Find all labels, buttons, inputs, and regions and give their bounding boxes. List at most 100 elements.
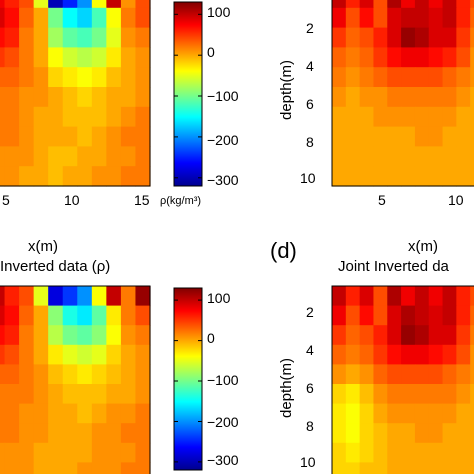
- heatmap-cell: [414, 286, 430, 307]
- heatmap-cell: [428, 146, 444, 167]
- heatmap-cell: [19, 364, 35, 385]
- heatmap-cell: [332, 47, 347, 68]
- y-tick-2-bottom-right: 2: [306, 304, 314, 320]
- heatmap-cell: [359, 384, 375, 405]
- heatmap-cell: [135, 126, 151, 147]
- heatmap-cell: [62, 286, 78, 307]
- heatmap-cell: [359, 47, 375, 68]
- heatmap-cell: [345, 7, 361, 29]
- heatmap-cell: [332, 325, 347, 346]
- colorbar-gradient: [173, 287, 203, 471]
- heatmap-cell: [4, 47, 20, 68]
- heatmap-cell: [345, 344, 361, 365]
- heatmap-cell: [0, 325, 6, 346]
- heatmap-cell: [62, 146, 78, 167]
- heatmap-cell: [373, 325, 388, 346]
- y-tick-4-top-right: 4: [306, 58, 314, 74]
- heatmap-cell: [401, 27, 416, 48]
- heatmap-cell: [345, 126, 361, 147]
- heatmap-cell: [106, 305, 122, 326]
- heatmap-cell: [442, 462, 457, 474]
- heatmap-cell: [91, 27, 107, 48]
- heatmap-cell: [401, 166, 416, 187]
- heatmap-cell: [470, 7, 474, 29]
- heatmap-cell: [0, 423, 6, 444]
- cb1-tick-100: 100: [207, 290, 231, 306]
- heatmap-top-right: [331, 0, 474, 187]
- heatmap-cell: [106, 67, 122, 88]
- heatmap-top-left: [0, 0, 151, 187]
- heatmap-cell: [135, 166, 151, 187]
- heatmap-cell: [77, 384, 93, 405]
- heatmap-cell: [120, 27, 137, 48]
- heatmap-cell: [442, 384, 457, 405]
- heatmap-cell: [120, 384, 137, 405]
- heatmap-cell: [470, 27, 474, 48]
- heatmap-cell: [19, 325, 35, 346]
- heatmap-cell: [120, 47, 137, 68]
- heatmap-cell: [106, 146, 122, 167]
- heatmap-cell: [414, 166, 430, 187]
- heatmap-cell: [62, 442, 78, 463]
- heatmap-cell: [359, 462, 375, 474]
- y-tick-2-top-right: 2: [306, 20, 314, 36]
- colorbar-top: [173, 1, 203, 187]
- heatmap-cell: [428, 442, 444, 463]
- heatmap-cell: [428, 0, 444, 9]
- heatmap-cell: [135, 344, 151, 365]
- heatmap-cell: [120, 325, 137, 346]
- heatmap-cell: [135, 7, 151, 29]
- heatmap-cell: [91, 166, 107, 187]
- heatmap-cell: [414, 364, 430, 385]
- heatmap-cell: [48, 87, 64, 108]
- heatmap-cell: [48, 7, 64, 29]
- heatmap-cell: [62, 325, 78, 346]
- heatmap-cell: [401, 344, 416, 365]
- heatmap-cell: [332, 403, 347, 424]
- heatmap-cell: [91, 7, 107, 29]
- heatmap-cell: [332, 442, 347, 463]
- heatmap-cell: [387, 87, 402, 108]
- heatmap-cell: [387, 403, 402, 424]
- heatmap-cell: [359, 87, 375, 108]
- heatmap-cell: [4, 442, 20, 463]
- heatmap-cell: [332, 286, 347, 307]
- heatmap-cell: [4, 7, 20, 29]
- heatmap-cell: [414, 7, 430, 29]
- heatmap-cell: [345, 305, 361, 326]
- heatmap-cell: [33, 423, 49, 444]
- heatmap-cell: [401, 47, 416, 68]
- heatmap-cell: [4, 462, 20, 474]
- heatmap-cell: [456, 305, 471, 326]
- heatmap-cell: [387, 106, 402, 128]
- heatmap-cell: [0, 87, 6, 108]
- heatmap-cell: [19, 106, 35, 128]
- heatmap-cell: [373, 106, 388, 128]
- heatmap-cell: [4, 305, 20, 326]
- heatmap-cell: [62, 0, 78, 9]
- heatmap-cell: [4, 87, 20, 108]
- heatmap-cell: [359, 423, 375, 444]
- heatmap-cell: [470, 166, 474, 187]
- cb0-tick-minus200: −200: [207, 132, 239, 148]
- heatmap-cell: [19, 47, 35, 68]
- heatmap-cell: [359, 67, 375, 88]
- heatmap-cell: [332, 423, 347, 444]
- cb1-tick-minus300: −300: [207, 452, 239, 468]
- heatmap-cell: [77, 87, 93, 108]
- heatmap-cell: [456, 384, 471, 405]
- panel-letter-d: (d): [270, 238, 297, 263]
- y-tick-8-bottom-right: 8: [306, 418, 314, 434]
- cb0-tick-0: 0: [207, 44, 215, 60]
- heatmap-cell: [345, 403, 361, 424]
- heatmap-cell: [401, 67, 416, 88]
- heatmap-cell: [0, 344, 6, 365]
- heatmap-cell: [120, 442, 137, 463]
- heatmap-cell: [373, 87, 388, 108]
- heatmap-cell: [62, 403, 78, 424]
- heatmap-cell: [135, 27, 151, 48]
- heatmap-bottom-left: [0, 285, 151, 474]
- heatmap-cell: [373, 47, 388, 68]
- heatmap-cell: [387, 344, 402, 365]
- heatmap-cell: [106, 403, 122, 424]
